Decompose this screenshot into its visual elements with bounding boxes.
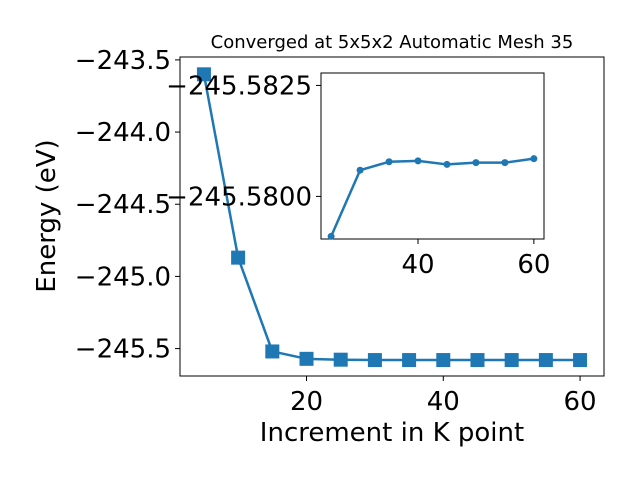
y-axis-label: Energy (eV) bbox=[32, 139, 62, 292]
inset-point-7 bbox=[530, 155, 538, 163]
main-point-9 bbox=[504, 353, 519, 368]
main-y-tick-label-4: −243.5 bbox=[75, 46, 171, 76]
main-x-tick-label-0: 20 bbox=[290, 387, 323, 417]
main-chart: 20 40 60 −245.5 −245.0 −244.5 −244.0 −243.5 Con… bbox=[32, 32, 605, 448]
x-axis-label: Increment in K point bbox=[260, 418, 524, 448]
inset-y-tick-label-1: −245.5825 bbox=[166, 71, 312, 101]
main-y-tick-label-0: −245.5 bbox=[75, 335, 171, 365]
main-x-tick-label-1: 40 bbox=[427, 387, 460, 417]
main-chart-title: Converged at 5x5x2 Automatic Mesh 35 bbox=[211, 32, 574, 53]
inset-point-2 bbox=[385, 158, 393, 166]
inset-point-5 bbox=[472, 159, 480, 167]
inset-x-tick-label-0: 40 bbox=[401, 250, 434, 280]
inset-point-0 bbox=[327, 232, 335, 240]
inset-chart: 40 60 −245.5800 −245.5825 bbox=[166, 71, 550, 280]
inset-point-1 bbox=[356, 166, 364, 174]
inset-x-tick-label-1: 60 bbox=[517, 250, 550, 280]
inset-marks bbox=[327, 155, 538, 240]
inset-axes: 40 60 −245.5800 −245.5825 bbox=[166, 71, 550, 280]
main-point-5 bbox=[367, 353, 382, 368]
inset-plot-frame bbox=[320, 72, 545, 240]
main-y-tick-label-1: −245.0 bbox=[75, 262, 171, 292]
inset-point-6 bbox=[501, 159, 509, 167]
main-point-3 bbox=[299, 351, 314, 366]
main-y-tick-label-2: −244.5 bbox=[75, 190, 171, 220]
main-point-10 bbox=[538, 353, 553, 368]
main-point-4 bbox=[333, 352, 348, 367]
main-plot-frame bbox=[179, 56, 605, 377]
main-point-2 bbox=[265, 344, 280, 359]
main-y-tick-label-3: −244.0 bbox=[75, 118, 171, 148]
main-axes: 20 40 60 −245.5 −245.0 −244.5 −244.0 −243.5 bbox=[75, 46, 597, 417]
inset-y-tick-label-0: −245.5800 bbox=[166, 182, 312, 212]
main-point-11 bbox=[573, 353, 588, 368]
inset-series-line bbox=[329, 157, 535, 237]
main-point-8 bbox=[470, 353, 485, 368]
main-point-7 bbox=[436, 353, 451, 368]
main-point-1 bbox=[231, 250, 246, 265]
main-x-tick-label-2: 60 bbox=[564, 387, 597, 417]
main-point-6 bbox=[402, 353, 417, 368]
inset-point-4 bbox=[443, 160, 451, 168]
main-point-0 bbox=[196, 67, 211, 82]
inset-point-3 bbox=[414, 157, 422, 165]
main-marks bbox=[196, 67, 588, 368]
